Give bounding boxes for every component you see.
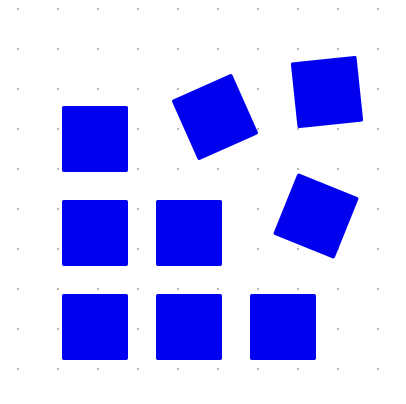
grid-dot xyxy=(337,128,339,130)
grid-dot xyxy=(377,248,379,250)
grid-dot xyxy=(137,368,139,370)
grid-dot xyxy=(17,208,19,210)
grid-dot xyxy=(177,168,179,170)
square-tile-1 xyxy=(62,106,128,172)
grid-dot xyxy=(57,368,59,370)
grid-dot xyxy=(57,8,59,10)
grid-dot xyxy=(377,88,379,90)
grid-dot xyxy=(57,248,59,250)
grid-dot xyxy=(177,288,179,290)
grid-dot xyxy=(297,288,299,290)
grid-dot xyxy=(297,368,299,370)
grid-dot xyxy=(217,168,219,170)
grid-dot xyxy=(17,128,19,130)
grid-dot xyxy=(137,8,139,10)
grid-dot xyxy=(297,8,299,10)
grid-dot xyxy=(137,288,139,290)
grid-dot xyxy=(297,48,299,50)
grid-dot xyxy=(17,368,19,370)
grid-dot xyxy=(17,168,19,170)
grid-dot xyxy=(377,48,379,50)
grid-dot xyxy=(217,288,219,290)
grid-dot xyxy=(137,168,139,170)
grid-dot xyxy=(177,8,179,10)
grid-dot xyxy=(217,368,219,370)
grid-dot xyxy=(377,328,379,330)
square-tile-8 xyxy=(156,294,222,360)
grid-dot xyxy=(57,328,59,330)
grid-dot xyxy=(17,8,19,10)
grid-dot xyxy=(137,128,139,130)
square-tile-3 xyxy=(290,55,364,129)
grid-dot xyxy=(97,48,99,50)
grid-dot xyxy=(137,48,139,50)
grid-dot xyxy=(377,368,379,370)
grid-dot xyxy=(137,208,139,210)
grid-dot xyxy=(377,288,379,290)
grid-dot xyxy=(57,168,59,170)
grid-dot xyxy=(337,368,339,370)
grid-dot xyxy=(217,8,219,10)
grid-dot xyxy=(337,168,339,170)
grid-dot xyxy=(257,248,259,250)
grid-dot xyxy=(57,288,59,290)
grid-dot xyxy=(257,128,259,130)
grid-dot xyxy=(257,48,259,50)
grid-dot xyxy=(377,128,379,130)
grid-dot xyxy=(97,88,99,90)
grid-dot xyxy=(177,48,179,50)
square-tile-7 xyxy=(62,294,128,360)
grid-dot xyxy=(97,368,99,370)
grid-dot xyxy=(17,328,19,330)
grid-dot xyxy=(57,208,59,210)
grid-dot xyxy=(297,168,299,170)
grid-dot xyxy=(377,8,379,10)
grid-dot xyxy=(257,8,259,10)
grid-dot xyxy=(337,328,339,330)
grid-dot xyxy=(257,88,259,90)
grid-dot xyxy=(337,8,339,10)
grid-dot xyxy=(177,368,179,370)
square-tile-9 xyxy=(250,294,316,360)
square-tile-4 xyxy=(62,200,128,266)
grid-dot xyxy=(297,128,299,130)
grid-dot xyxy=(17,48,19,50)
grid-dot xyxy=(257,168,259,170)
grid-dot xyxy=(57,128,59,130)
grid-dot xyxy=(217,48,219,50)
grid-dot xyxy=(137,88,139,90)
grid-dot xyxy=(297,248,299,250)
grid-dot xyxy=(17,248,19,250)
grid-dot xyxy=(177,128,179,130)
grid-dot xyxy=(17,88,19,90)
grid-dot xyxy=(137,248,139,250)
grid-dot xyxy=(257,288,259,290)
grid-dot xyxy=(377,168,379,170)
grid-dot xyxy=(57,48,59,50)
grid-dot xyxy=(97,288,99,290)
grid-dot xyxy=(177,88,179,90)
grid-dot xyxy=(337,48,339,50)
grid-dot xyxy=(257,208,259,210)
grid-dot xyxy=(257,368,259,370)
grid-dot xyxy=(377,208,379,210)
grid-dot xyxy=(337,288,339,290)
square-tile-5 xyxy=(156,200,222,266)
grid-dot xyxy=(17,288,19,290)
grid-dot xyxy=(137,328,139,330)
grid-dot xyxy=(97,8,99,10)
grid-dot xyxy=(57,88,59,90)
